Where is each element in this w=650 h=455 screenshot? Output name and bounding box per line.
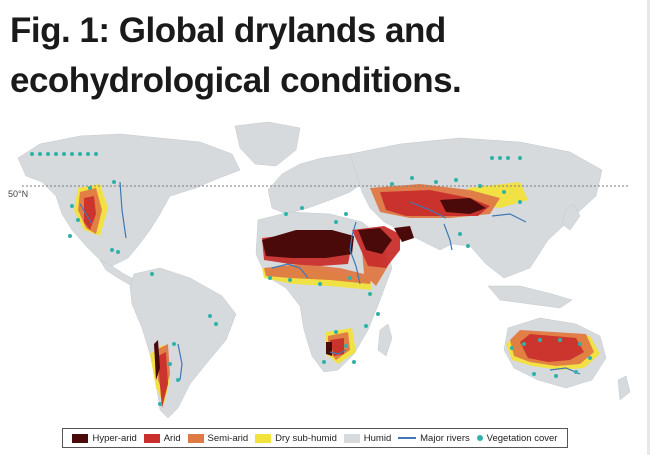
hyper-arid-zones xyxy=(154,198,486,380)
river-line-icon xyxy=(398,437,417,439)
orange-river xyxy=(329,349,347,355)
mississippi-river xyxy=(119,181,127,239)
sahara-hyper-arid xyxy=(262,230,354,258)
greenland xyxy=(234,121,301,167)
legend-item-arid: Arid xyxy=(143,432,181,444)
legend-label: Humid xyxy=(363,432,392,444)
humid-swatch xyxy=(343,433,360,443)
vegetation-dot-icon xyxy=(476,435,483,441)
legend-label: Dry sub-humid xyxy=(275,432,337,444)
legend-label: Major rivers xyxy=(420,432,470,444)
map-legend: Hyper-arid Arid Semi-arid Dry sub-humid … xyxy=(62,428,568,448)
arid-swatch xyxy=(143,433,160,443)
legend-item-semi-arid: Semi-arid xyxy=(187,432,249,444)
niger-river xyxy=(271,263,309,279)
nile-river xyxy=(349,221,361,285)
legend-label: Hyper-arid xyxy=(92,432,137,444)
semi-arid-swatch xyxy=(187,433,204,443)
parana-river xyxy=(177,343,183,381)
world-drylands-map xyxy=(17,121,631,419)
figure-title-line-1: Fig. 1: Global drylands and xyxy=(10,11,446,50)
major-rivers xyxy=(79,181,581,381)
atacama-hyper-arid xyxy=(154,340,160,380)
figure-title-line-2: ecohydrological conditions. xyxy=(10,61,462,100)
japan xyxy=(561,203,581,231)
vegetation-cover-dots xyxy=(30,152,592,406)
latitude-50n-label: 50°N xyxy=(8,189,29,199)
legend-label: Semi-arid xyxy=(207,432,249,444)
arabia-hyper-arid xyxy=(358,228,392,254)
indonesia xyxy=(487,285,573,309)
indus-river xyxy=(443,223,453,251)
figure-title: Fig. 1: Global drylands and ecohydrologi… xyxy=(10,6,610,106)
legend-item-dry-sub-humid: Dry sub-humid xyxy=(255,433,337,444)
legend-label: Arid xyxy=(163,432,181,444)
dry-sub-humid-swatch xyxy=(255,433,272,443)
central-asia-hyper-arid xyxy=(440,198,486,214)
hyper-arid-swatch xyxy=(72,433,89,443)
page-edge-divider xyxy=(647,0,650,455)
legend-label: Vegetation cover xyxy=(486,432,558,444)
legend-item-humid: Humid xyxy=(343,432,392,444)
namib-hyper-arid xyxy=(326,342,332,356)
madagascar xyxy=(377,323,393,357)
iran-hyper-arid xyxy=(394,226,414,242)
new-zealand xyxy=(617,375,631,401)
north-america xyxy=(17,133,241,267)
humid-land xyxy=(17,121,631,419)
legend-item-hyper-arid: Hyper-arid xyxy=(72,432,137,444)
colorado-river xyxy=(79,203,93,225)
south-america xyxy=(129,267,237,419)
yellow-river xyxy=(491,213,527,223)
amu-darya-river xyxy=(409,201,447,219)
legend-item-major-rivers: Major rivers xyxy=(398,433,470,444)
legend-item-vegetation-cover: Vegetation cover xyxy=(476,432,558,444)
